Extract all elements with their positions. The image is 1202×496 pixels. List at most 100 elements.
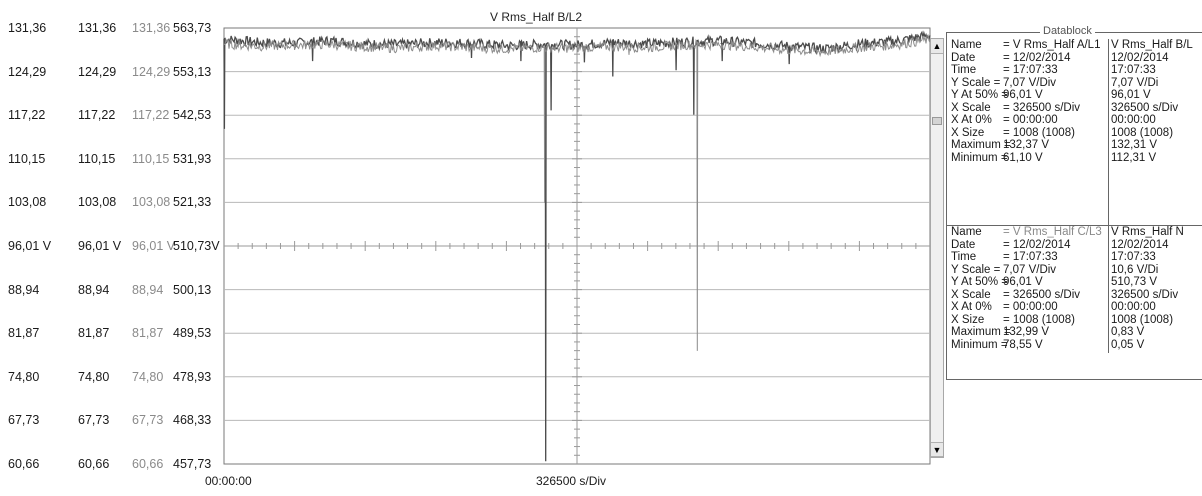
y-tick-label: 67,73	[78, 413, 110, 428]
y-tick-label: 110,15	[132, 151, 170, 166]
datablock-value: = 17:07:33	[1003, 251, 1058, 263]
y-tick-label: 478,93	[173, 369, 212, 384]
y-tick-label: 110,15	[8, 151, 46, 166]
datablock-value: 78,55 V	[1003, 338, 1043, 351]
y-tick-label: 103,08	[132, 195, 171, 210]
y-tick-label: 542,53	[173, 108, 212, 123]
y-tick-label: 81,87	[132, 326, 164, 341]
y-tick-label: 131,36	[78, 21, 117, 35]
datablock-label: X Size	[951, 126, 985, 139]
y-tick-label: 124,29	[132, 64, 171, 79]
datablock-alt: V Rms_Half N	[1111, 226, 1184, 238]
datablock-label: Y At 50% =	[951, 276, 1009, 288]
datablock-row: Time = 17:07:33 17:07:33	[947, 64, 1202, 77]
datablock-row: Y Scale = 7,07 V/Div 7,07 V/Di	[947, 77, 1202, 90]
x-axis-start-label: 00:00:00	[205, 474, 252, 488]
datablock-label: Time	[951, 251, 977, 263]
scroll-thumb[interactable]	[932, 117, 942, 125]
datablock-value: = 00:00:00	[1003, 114, 1058, 126]
y-tick-label: 117,22	[78, 108, 116, 123]
datablock-title: Datablock	[1040, 25, 1095, 37]
datablock-row: Time = 17:07:33 17:07:33	[947, 251, 1202, 264]
datablock-alt: 96,01 V	[1111, 89, 1151, 101]
datablock-value: = 12/02/2014	[1003, 51, 1071, 64]
plot-area	[223, 27, 931, 465]
datablock-column-divider	[1108, 39, 1109, 225]
y-tick-label: 96,01 V	[132, 239, 176, 253]
datablock-alt: 0,83 V	[1111, 326, 1145, 338]
y-tick-label: 103,08	[8, 195, 47, 210]
vertical-scrollbar[interactable]: ▲ ▼	[930, 38, 944, 458]
datablock-row: Y Scale = 7,07 V/Div 10,6 V/Di	[947, 264, 1202, 277]
y-tick-label: 510,73V	[173, 239, 220, 253]
datablock-row: Minimum = 78,55 V 0,05 V	[947, 339, 1202, 352]
datablock-row: Y At 50% = 96,01 V 96,01 V	[947, 89, 1202, 102]
datablock-section-1: Name = V Rms_Half A/L1 V Rms_Half B/L Date =…	[947, 39, 1202, 225]
datablock-alt: 7,07 V/Di	[1111, 76, 1159, 89]
scroll-up-button[interactable]: ▲	[931, 39, 943, 54]
datablock-label: Minimum =	[951, 338, 1008, 351]
y-tick-label: 521,33	[173, 195, 212, 210]
y-tick-label: 489,53	[173, 326, 212, 341]
y-tick-label: 553,13	[173, 64, 212, 79]
y-tick-label: 88,94	[8, 282, 40, 297]
datablock-value: 132,99 V	[1003, 326, 1050, 338]
datablock-row: Maximum = 132,37 V 132,31 V	[947, 139, 1202, 152]
datablock-alt: 326500 s/Div	[1111, 101, 1179, 114]
datablock-value: = V Rms_Half C/L3	[1003, 226, 1102, 238]
y-tick-label: 81,87	[78, 326, 110, 341]
y-tick-label: 103,08	[78, 195, 117, 210]
datablock-row: X Size = 1008 (1008) 1008 (1008)	[947, 127, 1202, 140]
datablock-alt: 1008 (1008)	[1111, 313, 1174, 326]
datablock-label: Date	[951, 51, 976, 64]
datablock-row: Date = 12/02/2014 12/02/2014	[947, 52, 1202, 65]
series-line	[223, 34, 931, 351]
datablock-label: Name	[951, 226, 982, 238]
y-tick-label: 67,73	[8, 413, 40, 428]
scroll-down-button[interactable]: ▼	[931, 442, 943, 457]
y-tick-label: 88,94	[78, 282, 110, 297]
datablock-label: Maximum =	[951, 326, 1011, 338]
datablock-row: Name = V Rms_Half A/L1 V Rms_Half B/L	[947, 39, 1202, 52]
y-tick-label: 74,80	[8, 369, 40, 384]
y-tick-label: 563,73	[173, 21, 212, 35]
datablock-row: Maximum = 132,99 V 0,83 V	[947, 326, 1202, 339]
datablock-alt: 132,31 V	[1111, 139, 1158, 151]
y-tick-label: 60,66	[78, 457, 110, 471]
datablock-row: Name = V Rms_Half C/L3 V Rms_Half N	[947, 226, 1202, 239]
datablock-value: = 1008 (1008)	[1003, 126, 1075, 139]
datablock-value: = 326500 s/Div	[1003, 288, 1081, 301]
y-tick-label: 96,01 V	[8, 239, 52, 253]
y-tick-label: 88,94	[132, 282, 164, 297]
datablock-alt: 17:07:33	[1111, 64, 1156, 76]
y-tick-label: 67,73	[132, 413, 164, 428]
y-tick-label: 124,29	[78, 64, 117, 79]
datablock-value: = V Rms_Half A/L1	[1003, 39, 1101, 51]
datablock-value: = 17:07:33	[1003, 64, 1058, 76]
datablock-alt: 10,6 V/Di	[1111, 263, 1159, 276]
y-tick-label: 110,15	[78, 151, 116, 166]
y-tick-label: 500,13	[173, 282, 212, 297]
datablock-value: 61,10 V	[1003, 151, 1043, 164]
datablock-row: X Scale = 326500 s/Div 326500 s/Div	[947, 289, 1202, 302]
datablock-row: Minimum = 61,10 V 112,31 V	[947, 152, 1202, 165]
datablock-value: = 12/02/2014	[1003, 238, 1071, 251]
y-tick-label: 60,66	[8, 457, 40, 471]
y-tick-label: 124,29	[8, 64, 47, 79]
datablock-value: 7,07 V/Div	[1003, 76, 1057, 89]
y-tick-label: 60,66	[132, 457, 164, 471]
y-tick-label: 74,80	[132, 369, 164, 384]
y-tick-label: 81,87	[8, 326, 40, 341]
datablock-alt: 00:00:00	[1111, 114, 1156, 126]
datablock-alt: 510,73 V	[1111, 276, 1158, 288]
datablock-label: X At 0%	[951, 301, 992, 313]
datablock-label: Maximum =	[951, 139, 1011, 151]
datablock-value: 132,37 V	[1003, 139, 1050, 151]
datablock-alt: 00:00:00	[1111, 301, 1156, 313]
datablock-value: = 00:00:00	[1003, 301, 1058, 313]
datablock-row: X At 0% = 00:00:00 00:00:00	[947, 301, 1202, 314]
datablock-label: X Scale	[951, 288, 991, 301]
y-tick-label: 117,22	[8, 108, 46, 123]
datablock-label: Minimum =	[951, 151, 1008, 164]
datablock-label: Date	[951, 238, 976, 251]
